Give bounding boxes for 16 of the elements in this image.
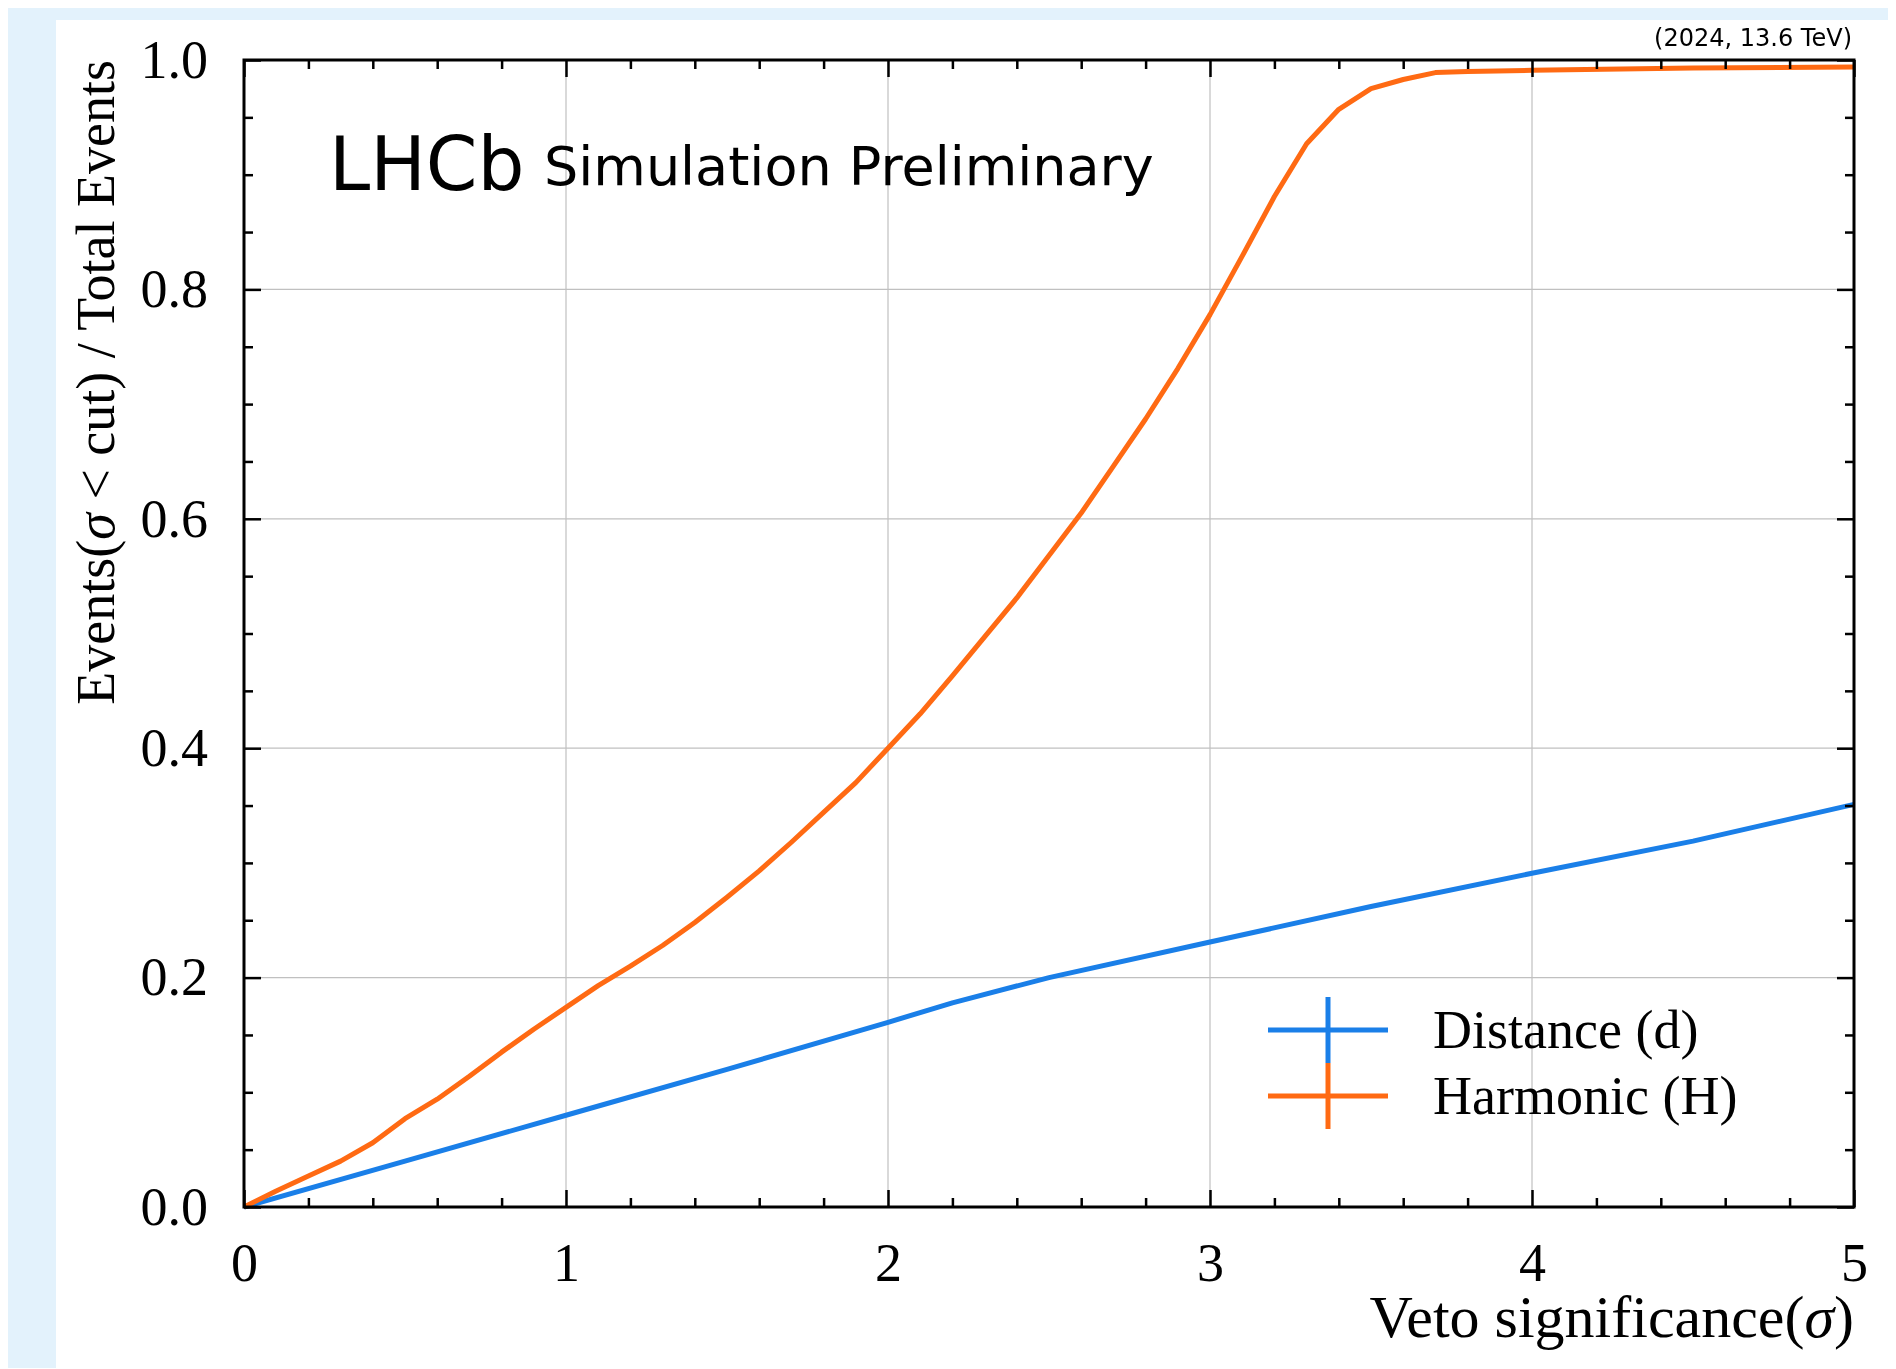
y-tick-label: 0.2 xyxy=(140,947,208,1008)
x-tick-label: 2 xyxy=(875,1233,902,1294)
y-tick-label: 0.0 xyxy=(140,1176,208,1237)
x-tick-label: 1 xyxy=(553,1233,580,1294)
y-tick-label: 1.0 xyxy=(140,29,208,90)
x-tick-label: 3 xyxy=(1197,1233,1224,1294)
annotation: LHCb xyxy=(329,121,525,207)
annotation: Simulation Preliminary xyxy=(544,135,1154,198)
x-tick-label: 0 xyxy=(231,1233,258,1294)
y-tick-label: 0.6 xyxy=(140,488,208,549)
legend-label: Distance (d) xyxy=(1433,1000,1699,1060)
legend-label: Harmonic (H) xyxy=(1433,1066,1738,1126)
y-tick-label: 0.4 xyxy=(140,717,208,778)
y-axis-title: Events(σ < cut) / Total Events xyxy=(66,60,126,705)
text: (2024, 13.6 TeV) xyxy=(1654,24,1852,52)
y-tick-label: 0.8 xyxy=(140,259,208,320)
